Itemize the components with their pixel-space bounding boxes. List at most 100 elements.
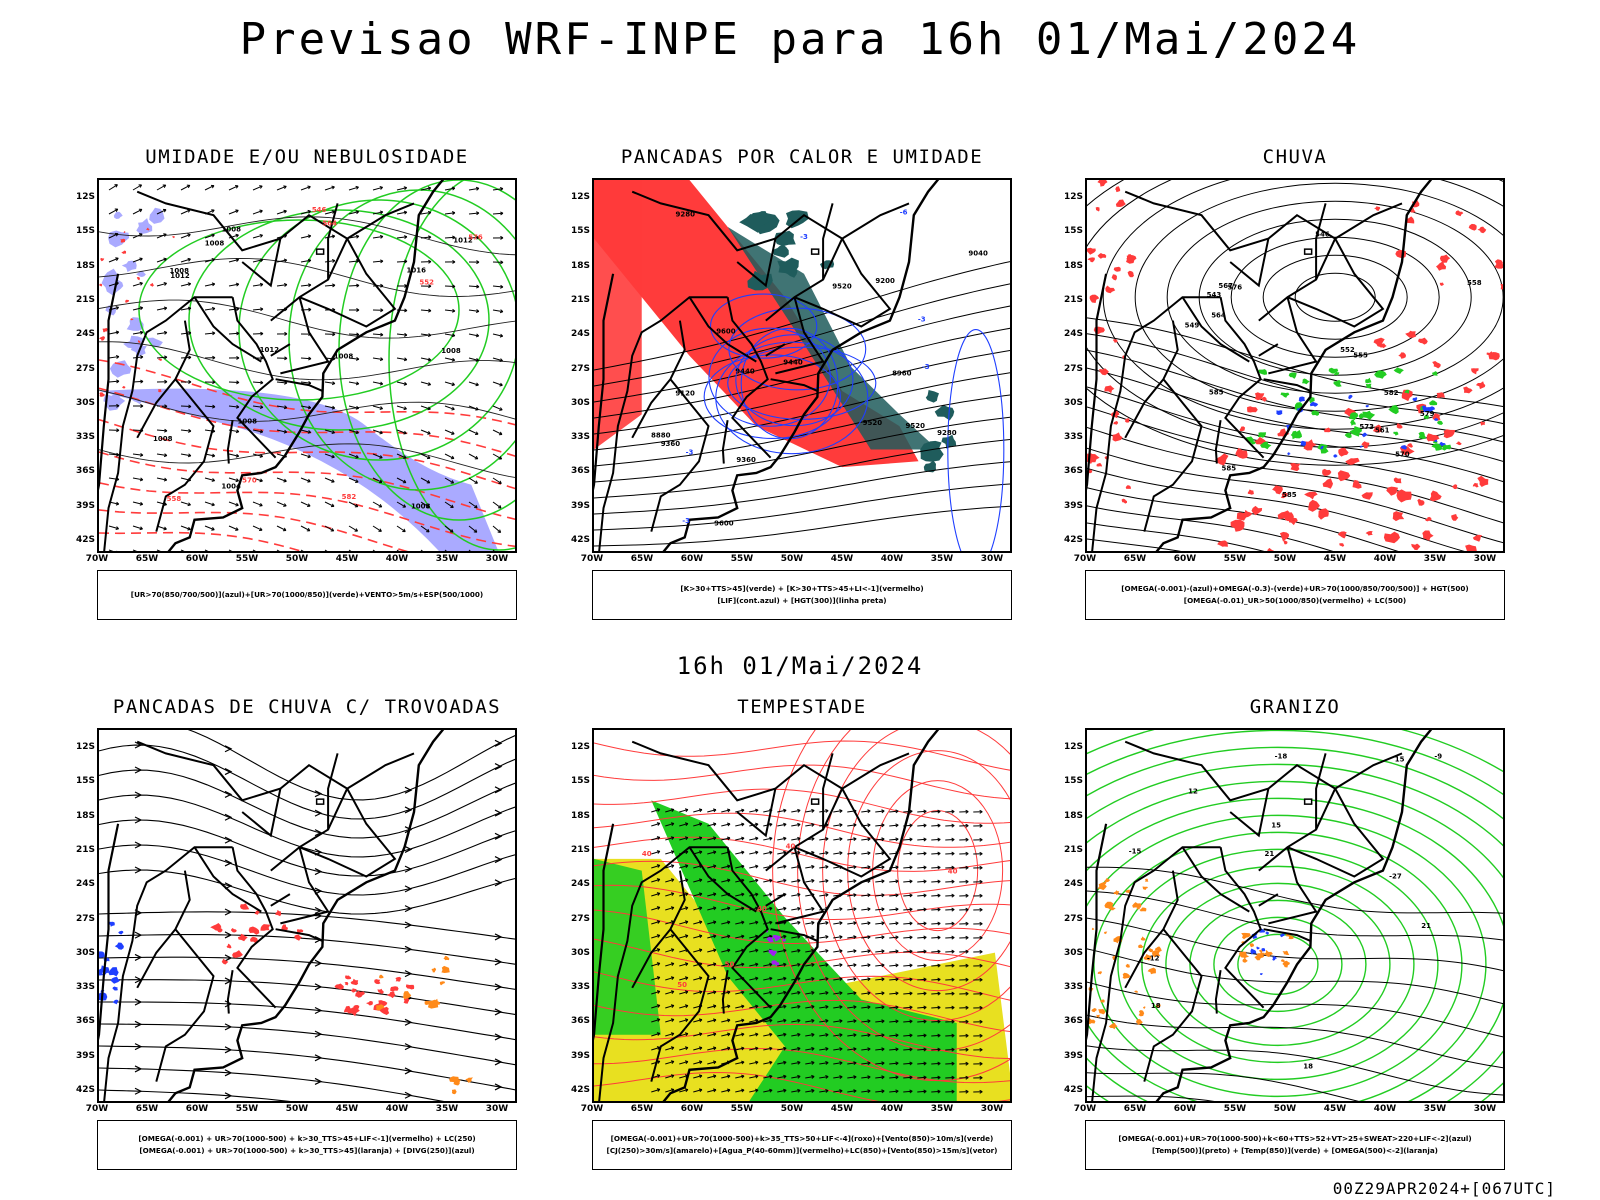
omega-500-cell bbox=[1110, 907, 1116, 911]
wind-vector-850 bbox=[931, 1006, 941, 1009]
temperature-500-contour bbox=[1087, 917, 1503, 972]
rain-cell-red bbox=[1115, 199, 1126, 207]
contour-label: 9360 bbox=[661, 440, 681, 448]
contour-label: 50 bbox=[725, 961, 735, 969]
wind-vector-850 bbox=[763, 879, 773, 883]
thunderstorm-cell bbox=[275, 909, 282, 917]
rain-cell-red bbox=[1096, 462, 1103, 467]
wind-vector-850 bbox=[805, 907, 815, 911]
wind-vector-850 bbox=[895, 991, 899, 996]
wind-vector-850 bbox=[833, 950, 843, 953]
rain-cell-red bbox=[1436, 261, 1447, 271]
wind-vector bbox=[348, 211, 359, 215]
wind-vector-850 bbox=[965, 1005, 969, 1010]
wind-vector-850 bbox=[791, 879, 801, 883]
wind-vector-850 bbox=[917, 936, 927, 939]
wind-vector-850 bbox=[665, 850, 675, 855]
wind-vector bbox=[211, 552, 214, 553]
latitude-tick-label: 30S bbox=[75, 397, 95, 408]
wind-vector-850 bbox=[791, 837, 801, 841]
political-border bbox=[231, 296, 277, 459]
wind-vector-850 bbox=[741, 892, 745, 897]
omega-500-cell bbox=[1134, 990, 1138, 993]
wind-vector-850 bbox=[945, 811, 955, 813]
wind-vector-850 bbox=[867, 991, 871, 996]
wind-vector-850 bbox=[853, 963, 857, 968]
latitude-tick-label: 21S bbox=[570, 844, 590, 855]
wind-vector bbox=[378, 504, 383, 508]
wind-vector bbox=[403, 235, 408, 240]
wind-vector-850 bbox=[707, 879, 717, 883]
wind-vector-850 bbox=[825, 1075, 829, 1079]
convection-cell bbox=[925, 390, 939, 403]
political-border bbox=[1229, 238, 1270, 288]
wind-vector bbox=[156, 549, 161, 551]
federal-district-marker bbox=[810, 248, 820, 255]
wind-vector-850 bbox=[684, 1004, 689, 1009]
wind-vector-850 bbox=[951, 1033, 955, 1038]
wind-vector-850 bbox=[721, 935, 731, 939]
rain-cell-green bbox=[1257, 432, 1267, 438]
latitude-tick-label: 27S bbox=[1063, 363, 1083, 374]
wind-vector-850 bbox=[651, 976, 661, 981]
political-border bbox=[1091, 846, 1221, 1101]
wind-vector-850 bbox=[931, 810, 941, 813]
wind-vector bbox=[284, 356, 288, 361]
federal-district-marker bbox=[315, 248, 325, 255]
wind-vector bbox=[449, 529, 454, 533]
political-border bbox=[770, 928, 818, 942]
thickness-label-cluster bbox=[158, 358, 162, 361]
wind-vector bbox=[451, 382, 455, 387]
wind-vector bbox=[116, 379, 120, 384]
wind-vector-850 bbox=[903, 866, 913, 869]
wind-vector-850 bbox=[881, 935, 885, 940]
wind-vector bbox=[163, 257, 167, 262]
wind-vector-850 bbox=[861, 1020, 871, 1023]
rain-cell-red bbox=[1392, 511, 1405, 522]
wind-vector bbox=[420, 333, 431, 336]
political-border bbox=[1124, 740, 1337, 872]
wind-vector bbox=[468, 357, 479, 362]
wind-vector bbox=[139, 233, 143, 237]
wind-vector-850 bbox=[867, 851, 871, 856]
longitude-tick-label: 40W bbox=[880, 1104, 904, 1114]
wind-vector-850 bbox=[749, 893, 759, 897]
wind-vector-850 bbox=[749, 809, 759, 813]
longitude-tick-label: 55W bbox=[730, 1104, 754, 1114]
political-border bbox=[736, 788, 777, 838]
wind-vector bbox=[427, 333, 432, 338]
wind-vector-850 bbox=[847, 1090, 857, 1093]
wind-vector-850 bbox=[769, 1088, 773, 1093]
wind-vector bbox=[420, 501, 430, 508]
wind-vector-850 bbox=[909, 907, 913, 912]
rain-cell-blue bbox=[1426, 406, 1436, 412]
convection-cell bbox=[739, 214, 769, 233]
wind-vector-850 bbox=[735, 1019, 745, 1023]
wind-vector-850 bbox=[693, 1047, 703, 1051]
wind-vector bbox=[235, 258, 240, 263]
rain-cell-red bbox=[1477, 226, 1487, 234]
wind-vector bbox=[452, 235, 456, 240]
wind-vector-850 bbox=[684, 1032, 689, 1037]
rain-cell-red bbox=[1439, 282, 1444, 286]
wind-vector bbox=[348, 333, 360, 336]
wind-vector-850 bbox=[847, 922, 857, 925]
wind-vector bbox=[156, 307, 167, 311]
wind-vector-850 bbox=[917, 1076, 927, 1079]
wind-vector bbox=[427, 186, 432, 191]
wind-vector-850 bbox=[797, 1032, 801, 1037]
wind-vector-850 bbox=[791, 893, 801, 897]
wind-vector-850 bbox=[923, 1047, 927, 1052]
political-border bbox=[1268, 846, 1318, 925]
wind-vector bbox=[379, 186, 383, 190]
latitude-tick-label: 21S bbox=[570, 294, 590, 305]
wind-vector-850 bbox=[783, 878, 787, 883]
rain-cell-red bbox=[1352, 479, 1362, 489]
contour-label: 9280 bbox=[676, 210, 696, 218]
wind-vector bbox=[187, 233, 191, 238]
streamline-250hpa bbox=[99, 956, 515, 990]
wind-vector-850 bbox=[777, 879, 787, 883]
political-border bbox=[650, 378, 710, 532]
wind-vector bbox=[204, 549, 209, 551]
wind-vector-850 bbox=[923, 823, 927, 828]
